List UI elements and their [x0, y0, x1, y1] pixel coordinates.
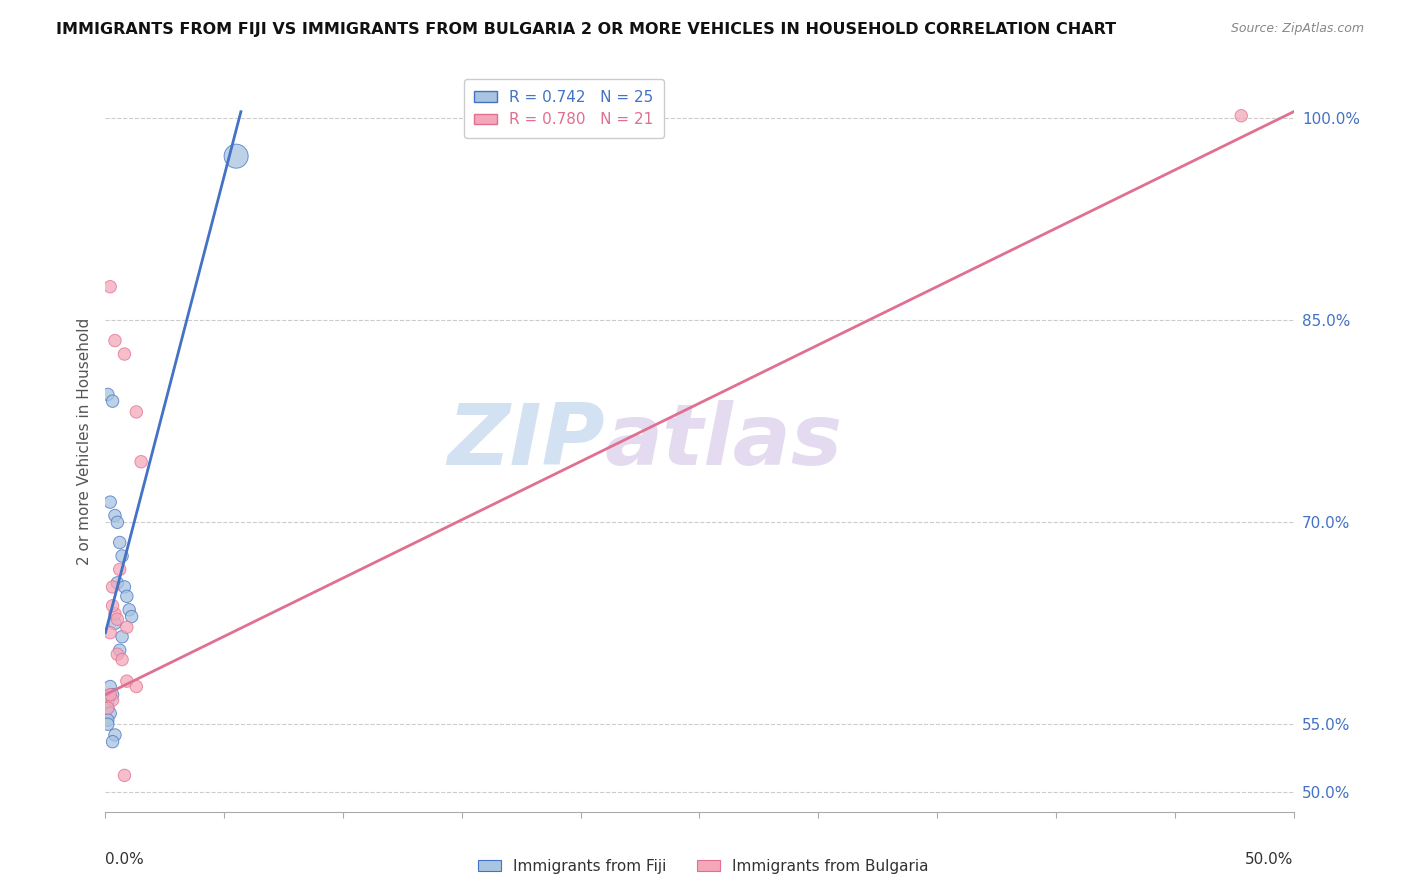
Point	[97, 701, 120, 715]
Text: atlas: atlas	[605, 400, 842, 483]
Point	[104, 334, 127, 348]
Point	[111, 630, 134, 644]
Point	[97, 694, 120, 708]
Point	[225, 149, 247, 163]
Point	[98, 706, 121, 721]
Point	[101, 735, 124, 749]
Point	[105, 612, 128, 626]
Point	[114, 768, 136, 782]
Text: ZIP: ZIP	[447, 400, 605, 483]
Point	[98, 495, 121, 509]
Point	[1230, 109, 1253, 123]
Point	[125, 405, 148, 419]
Point	[101, 580, 124, 594]
Point	[118, 603, 141, 617]
Point	[104, 607, 127, 621]
Legend: R = 0.742   N = 25, R = 0.780   N = 21: R = 0.742 N = 25, R = 0.780 N = 21	[464, 79, 665, 138]
Point	[97, 701, 120, 715]
Y-axis label: 2 or more Vehicles in Household: 2 or more Vehicles in Household	[76, 318, 91, 566]
Point	[115, 620, 138, 634]
Point	[98, 688, 121, 702]
Point	[101, 394, 124, 409]
Point	[101, 693, 124, 707]
Point	[108, 562, 131, 576]
Point	[104, 508, 127, 523]
Point	[114, 347, 136, 361]
Point	[98, 680, 121, 694]
Text: 0.0%: 0.0%	[105, 853, 145, 867]
Point	[121, 609, 143, 624]
Text: 50.0%: 50.0%	[1246, 853, 1294, 867]
Point	[105, 575, 128, 590]
Point	[108, 643, 131, 657]
Point	[104, 616, 127, 631]
Point	[115, 590, 138, 604]
Point	[111, 549, 134, 563]
Point	[104, 728, 127, 742]
Point	[111, 652, 134, 666]
Point	[101, 599, 124, 613]
Legend: Immigrants from Fiji, Immigrants from Bulgaria: Immigrants from Fiji, Immigrants from Bu…	[471, 853, 935, 880]
Point	[129, 455, 152, 469]
Point	[98, 279, 121, 293]
Point	[97, 717, 120, 731]
Point	[105, 516, 128, 530]
Point	[108, 535, 131, 549]
Point	[101, 688, 124, 702]
Point	[97, 387, 120, 401]
Text: Source: ZipAtlas.com: Source: ZipAtlas.com	[1230, 22, 1364, 36]
Point	[98, 625, 121, 640]
Point	[125, 680, 148, 694]
Point	[115, 674, 138, 689]
Text: IMMIGRANTS FROM FIJI VS IMMIGRANTS FROM BULGARIA 2 OR MORE VEHICLES IN HOUSEHOLD: IMMIGRANTS FROM FIJI VS IMMIGRANTS FROM …	[56, 22, 1116, 37]
Point	[97, 713, 120, 727]
Point	[105, 647, 128, 661]
Point	[114, 580, 136, 594]
